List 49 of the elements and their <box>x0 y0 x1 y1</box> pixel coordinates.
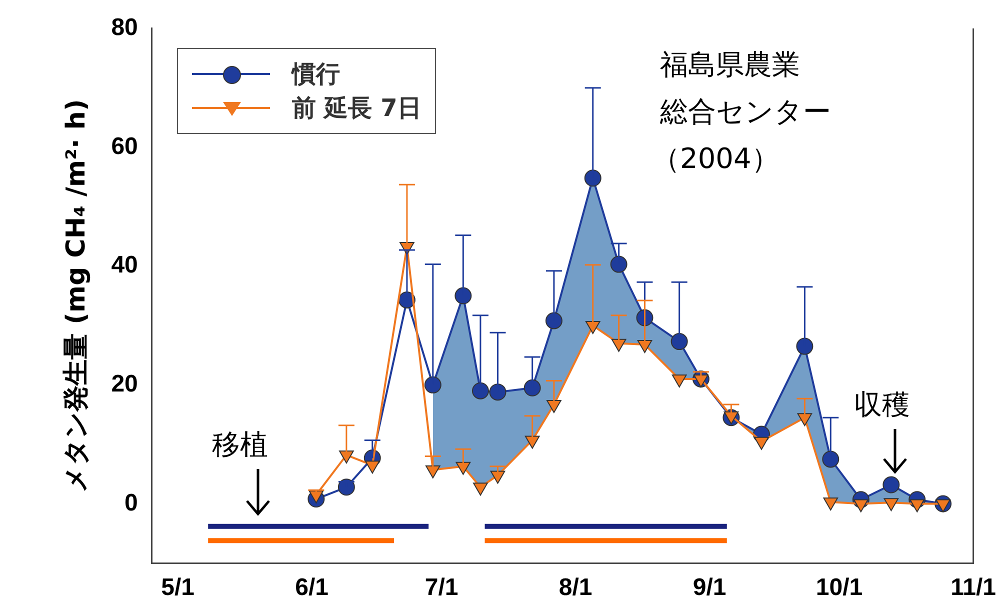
point <box>853 499 868 512</box>
point <box>454 287 472 304</box>
point <box>584 170 602 187</box>
y-tick-label: 60 <box>111 132 138 160</box>
point <box>473 482 488 496</box>
x-tick-label: 6/1 <box>295 574 329 602</box>
point <box>610 256 628 273</box>
point <box>489 384 506 401</box>
point <box>823 497 838 510</box>
point <box>672 374 687 388</box>
y-tick-label: 80 <box>111 14 138 42</box>
point <box>424 376 442 394</box>
point <box>490 470 506 484</box>
annotation: （2004） <box>652 142 780 176</box>
legend-label: 前 延長 7日 <box>292 93 422 124</box>
point <box>694 374 708 388</box>
x-tick-label: 8/1 <box>558 574 592 602</box>
point <box>546 400 562 414</box>
y-tick-label: 40 <box>111 252 138 279</box>
point <box>524 379 541 396</box>
point <box>456 462 471 475</box>
x-tick-label: 11/1 <box>950 574 996 602</box>
point <box>822 450 840 468</box>
point <box>797 413 812 426</box>
annotation: 移植 <box>212 428 268 462</box>
x-tick-label: 7/1 <box>424 574 458 602</box>
point <box>936 499 950 512</box>
point <box>545 312 562 330</box>
point <box>524 436 540 449</box>
x-tick-label: 10/1 <box>816 574 863 602</box>
point <box>472 382 489 400</box>
y-axis-title: メタン発生量 (mg CH₄ /m²· h) <box>61 99 92 492</box>
point <box>884 498 899 512</box>
point <box>796 338 814 355</box>
point <box>910 499 925 512</box>
y-tick-label: 20 <box>111 370 138 398</box>
point <box>611 338 626 352</box>
point <box>339 450 354 464</box>
y-tick-label: 0 <box>124 489 138 516</box>
legend-label: 慣行 <box>292 59 340 90</box>
point <box>670 333 688 350</box>
x-tick-label: 5/1 <box>161 574 195 602</box>
x-tick-label: 9/1 <box>692 574 726 602</box>
annotation: 収穫 <box>854 388 910 422</box>
annotation: 福島県農業 <box>660 48 800 82</box>
point <box>754 436 769 450</box>
point <box>425 465 440 478</box>
point <box>364 460 380 474</box>
annotation: 総合センター <box>660 95 831 129</box>
